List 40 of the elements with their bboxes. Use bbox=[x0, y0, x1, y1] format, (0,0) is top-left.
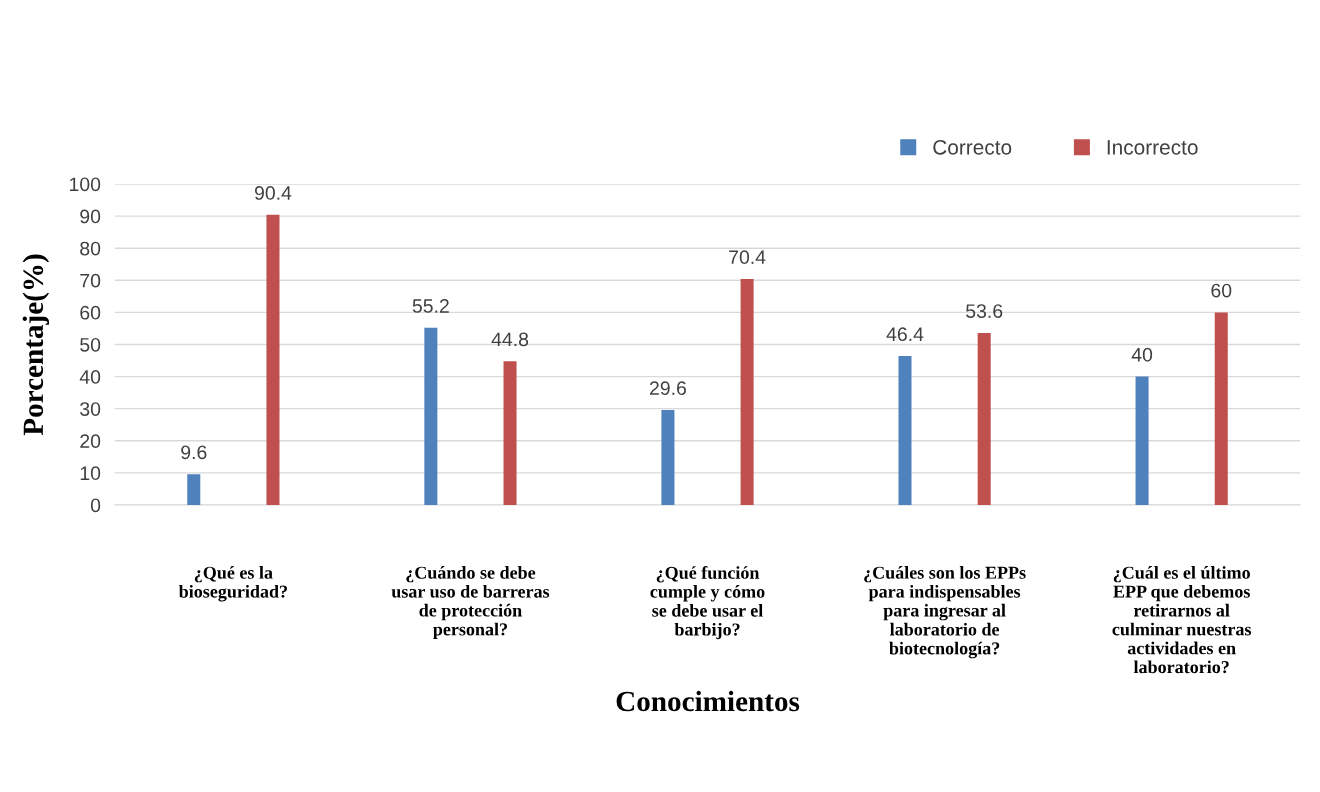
legend-label: Incorrecto bbox=[1107, 140, 1198, 155]
y-tick-label: 80 bbox=[80, 241, 101, 256]
bar bbox=[1214, 312, 1228, 505]
bar bbox=[266, 214, 280, 505]
y-tick-label: 40 bbox=[79, 370, 101, 384]
bar bbox=[424, 327, 438, 505]
bar bbox=[1135, 376, 1149, 505]
y-tick-label: 10 bbox=[80, 466, 101, 481]
x-tick-label: ¿Cuándo se debe usar uso de barreras de protección personal? bbox=[391, 566, 550, 640]
y-tick-label: 20 bbox=[80, 434, 101, 449]
bar bbox=[740, 279, 754, 505]
data-label: 44.8 bbox=[491, 332, 529, 347]
bar bbox=[898, 356, 912, 505]
x-tick-label: ¿Cuál es el último EPP que debemos retirarnos al culminar nuestras actividades en laboratorio? bbox=[1112, 566, 1252, 674]
bar bbox=[503, 361, 517, 505]
data-label: 9.6 bbox=[181, 445, 207, 460]
bar bbox=[187, 474, 201, 505]
legend-label: Correcto bbox=[933, 139, 1012, 155]
bar bbox=[661, 409, 675, 505]
y-tick-label: 90 bbox=[80, 209, 101, 224]
data-label: 70.4 bbox=[729, 250, 766, 265]
data-label: 46.4 bbox=[886, 327, 924, 342]
x-tick-label: ¿Qué es la bioseguridad? bbox=[178, 566, 287, 602]
data-label: 55.2 bbox=[412, 299, 449, 313]
y-tick-label: 30 bbox=[80, 402, 101, 416]
data-label: 90.4 bbox=[254, 186, 292, 200]
y-tick-label: 100 bbox=[69, 177, 101, 192]
x-tick-label: ¿Cuáles son los EPPs para indispensables para ingresar al laboratorio de biotecnología? bbox=[864, 566, 1026, 659]
data-label: 40 bbox=[1131, 347, 1153, 362]
x-axis-title: Conocimientos bbox=[616, 690, 800, 712]
data-label: 60 bbox=[1211, 283, 1232, 298]
y-tick-label: 50 bbox=[80, 337, 101, 352]
y-tick-label: 60 bbox=[80, 305, 101, 320]
bar bbox=[977, 332, 991, 505]
data-label: 53.6 bbox=[966, 304, 1003, 318]
y-tick-label: 0 bbox=[90, 498, 101, 513]
data-label: 29.6 bbox=[649, 381, 686, 396]
x-tick-label: ¿Qué función cumple y cómo se debe usar el barbijo? bbox=[650, 565, 765, 640]
y-tick-label: 70 bbox=[80, 273, 101, 288]
y-axis-title: Porcentaje(%) bbox=[22, 254, 50, 436]
